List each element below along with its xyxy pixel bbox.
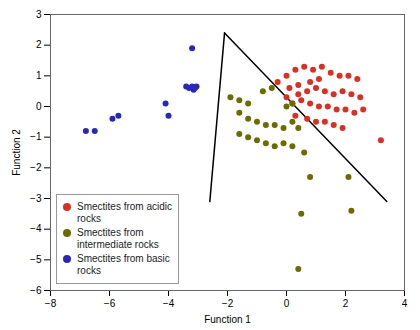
svg-text:−4: −4: [30, 223, 42, 234]
svg-text:−1: −1: [30, 131, 42, 142]
svg-text:−8: −8: [45, 298, 57, 309]
svg-text:−6: −6: [30, 285, 42, 296]
html-text:Smectites from acidic rocks: Smectites from acidic rocks: [77, 201, 172, 224]
svg-text:−5: −5: [30, 254, 42, 265]
svg-text:3: 3: [36, 9, 42, 20]
svg-text:−2: −2: [30, 162, 42, 173]
svg-text:0: 0: [36, 101, 42, 112]
svg-text:−4: −4: [163, 298, 175, 309]
svg-text:4: 4: [402, 298, 408, 309]
svg-text:Function 1: Function 1: [204, 314, 251, 325]
svg-text:2: 2: [36, 39, 42, 50]
svg-text:−2: −2: [222, 298, 234, 309]
html-text:Smectites from intermediate ro: Smectites from intermediate rocks: [77, 227, 159, 250]
svg-text:Function 2: Function 2: [11, 129, 22, 176]
svg-text:0: 0: [284, 298, 290, 309]
svg-text:−6: −6: [104, 298, 116, 309]
html-text:Smectites from basic rocks: Smectites from basic rocks: [77, 253, 170, 276]
svg-text:1: 1: [36, 70, 42, 81]
svg-text:−3: −3: [30, 193, 42, 204]
svg-text:2: 2: [343, 298, 349, 309]
